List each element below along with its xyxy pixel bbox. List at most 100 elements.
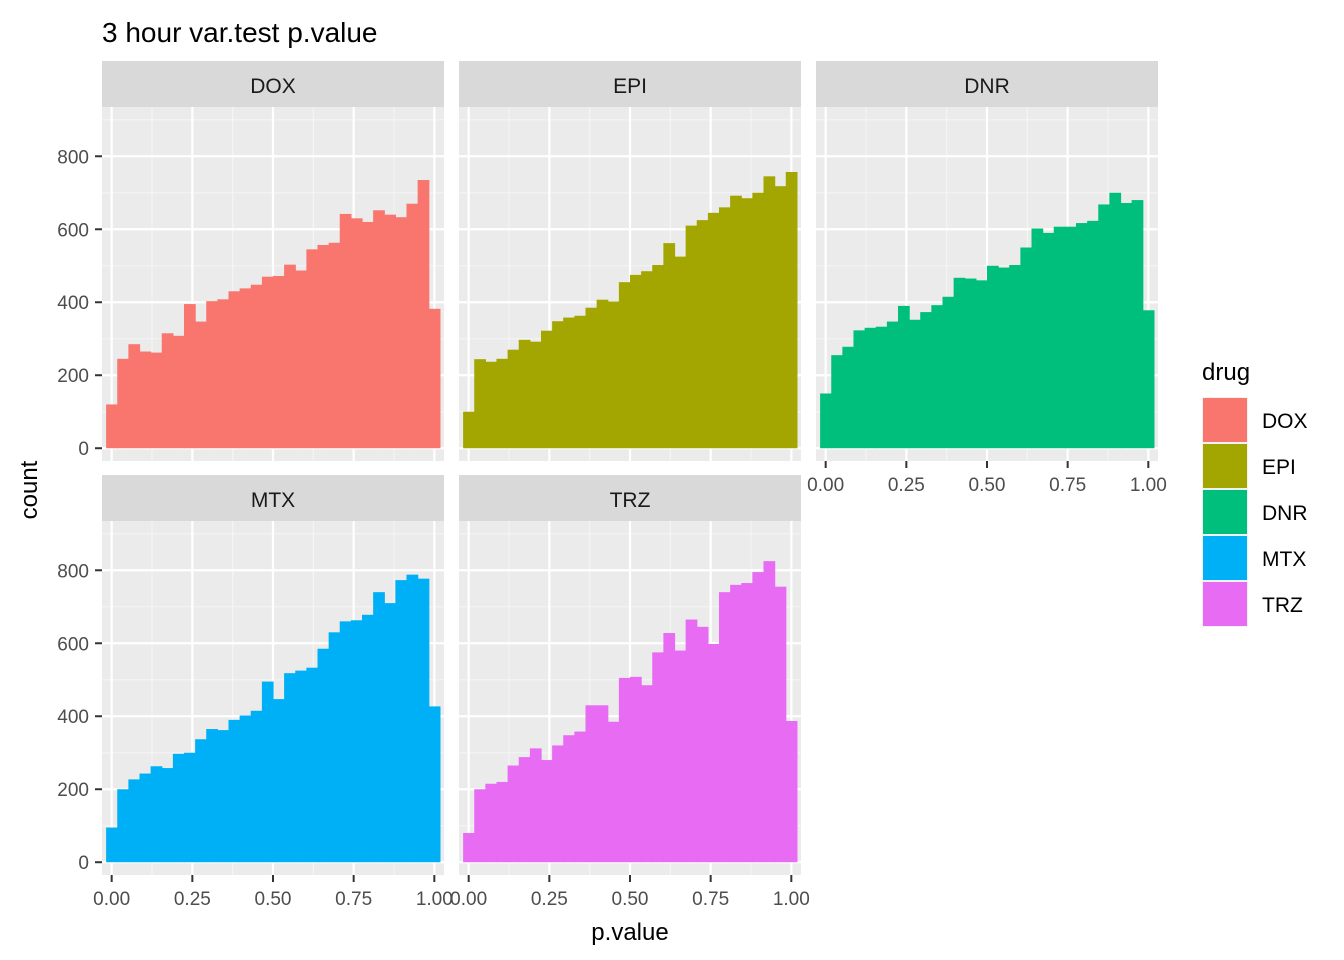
histogram-bar-dnr xyxy=(886,321,899,449)
histogram-bar-epi xyxy=(741,198,753,449)
histogram-bar-dox xyxy=(139,351,152,449)
histogram-bar-epi xyxy=(719,207,731,449)
histogram-bar-mtx xyxy=(295,670,307,863)
legend: drug DOX EPI DNR MTX TRZ xyxy=(1202,359,1308,627)
histogram-bar-epi xyxy=(663,243,676,449)
x-tick-label: 1.00 xyxy=(416,889,453,910)
histogram-bar-epi xyxy=(707,212,720,449)
x-tick-label: 0.75 xyxy=(692,889,729,910)
histogram-bar-mtx xyxy=(239,715,252,863)
facet-strip-dnr xyxy=(816,61,1158,107)
histogram-bar-dnr xyxy=(1076,223,1088,449)
histogram-bar-trz xyxy=(463,833,475,863)
histogram-bar-trz xyxy=(674,650,687,863)
facet-strip-trz xyxy=(459,475,801,521)
histogram-bar-trz xyxy=(496,781,509,863)
histogram-bar-dox xyxy=(106,404,118,449)
histogram-bar-mtx xyxy=(150,766,163,863)
histogram-bar-dnr xyxy=(864,327,877,449)
histogram-bar-mtx xyxy=(384,603,396,863)
y-tick-label: 0 xyxy=(78,439,89,460)
histogram-bar-epi xyxy=(763,176,776,449)
histogram-bar-epi xyxy=(574,315,587,449)
histogram-bar-epi xyxy=(696,220,709,449)
facet-panels: DOX 0 200 400 600 800 EPI DNR 0.00 0.25 0.50 0.75 1.… xyxy=(57,61,1167,910)
facet-strip-label-dnr: DNR xyxy=(964,75,1010,98)
histogram-bar-dnr xyxy=(1131,200,1144,449)
histogram-bar-dnr xyxy=(964,278,977,449)
histogram-bar-epi xyxy=(685,225,698,449)
histogram-bar-dox xyxy=(128,344,141,449)
histogram-bar-dnr xyxy=(1142,310,1155,449)
histogram-bar-epi xyxy=(563,317,575,449)
facet-strip-epi xyxy=(459,61,801,107)
facet-strip-label-epi: EPI xyxy=(613,75,647,98)
histogram-bar-trz xyxy=(730,584,742,863)
histogram-bar-trz xyxy=(752,572,765,863)
histogram-bar-epi xyxy=(485,361,498,449)
histogram-bar-dnr xyxy=(831,355,843,449)
histogram-bar-epi xyxy=(730,195,742,449)
histogram-bar-dnr xyxy=(931,305,944,449)
x-tick-label: 0.00 xyxy=(450,889,487,910)
histogram-bar-trz xyxy=(629,676,642,863)
y-tick-label: 800 xyxy=(57,561,89,582)
histogram-bar-epi xyxy=(463,411,475,449)
histogram-bar-epi xyxy=(652,265,664,449)
histogram-bar-trz xyxy=(574,731,587,863)
y-tick-label: 600 xyxy=(57,634,89,655)
facet-strip-mtx xyxy=(102,475,444,521)
y-tick-label: 400 xyxy=(57,293,89,314)
facet-strip-label-mtx: MTX xyxy=(251,489,295,512)
histogram-bar-dox xyxy=(417,179,430,449)
legend-key-dnr xyxy=(1203,490,1247,534)
histogram-bar-dox xyxy=(183,304,196,449)
histogram-bar-dnr xyxy=(1042,232,1055,449)
histogram-bar-dox xyxy=(195,321,207,449)
histogram-bar-mtx xyxy=(172,753,185,863)
histogram-bar-trz xyxy=(474,789,486,863)
histogram-bar-epi xyxy=(785,171,798,449)
histogram-bar-mtx xyxy=(284,673,296,863)
histogram-bar-mtx xyxy=(306,667,319,863)
histogram-bar-trz xyxy=(785,720,798,863)
histogram-bar-trz xyxy=(663,633,676,863)
histogram-bar-dox xyxy=(384,214,396,449)
histogram-bar-epi xyxy=(774,186,787,449)
histogram-bar-trz xyxy=(774,586,787,863)
histogram-bar-mtx xyxy=(228,719,241,863)
histogram-bar-dnr xyxy=(1109,192,1122,449)
legend-title: drug xyxy=(1202,359,1250,386)
histogram-bar-dox xyxy=(239,288,252,449)
histogram-bar-mtx xyxy=(161,768,174,863)
y-tick-label: 0 xyxy=(78,853,89,874)
histogram-bar-trz xyxy=(641,685,653,863)
histogram-bar-dox xyxy=(161,333,174,449)
histogram-bar-epi xyxy=(596,299,609,449)
x-tick-label: 0.25 xyxy=(174,889,211,910)
legend-label: MTX xyxy=(1262,548,1306,571)
legend-key-trz xyxy=(1203,582,1247,626)
histogram-bar-mtx xyxy=(362,614,374,863)
histogram-bar-dnr xyxy=(1087,220,1099,449)
histogram-bar-epi xyxy=(552,321,564,449)
histogram-bar-trz xyxy=(596,705,609,863)
histogram-bar-trz xyxy=(518,757,531,863)
x-tick-label: 0.25 xyxy=(531,889,568,910)
histogram-bar-trz xyxy=(696,626,709,863)
histogram-bar-mtx xyxy=(395,580,408,863)
histogram-bar-epi xyxy=(641,271,653,449)
histogram-bar-mtx xyxy=(139,773,152,863)
x-tick-label: 0.50 xyxy=(612,889,649,910)
histogram-bar-mtx xyxy=(406,574,419,863)
histogram-bar-dox xyxy=(150,352,163,449)
histogram-bar-epi xyxy=(674,256,687,449)
histogram-bar-dnr xyxy=(842,346,855,449)
histogram-bar-epi xyxy=(496,358,509,449)
histogram-bar-mtx xyxy=(428,706,441,863)
x-tick-label: 0.50 xyxy=(969,475,1006,496)
facet-strip-label-dox: DOX xyxy=(250,75,296,98)
histogram-bar-mtx xyxy=(183,752,196,863)
histogram-bar-trz xyxy=(529,748,542,863)
